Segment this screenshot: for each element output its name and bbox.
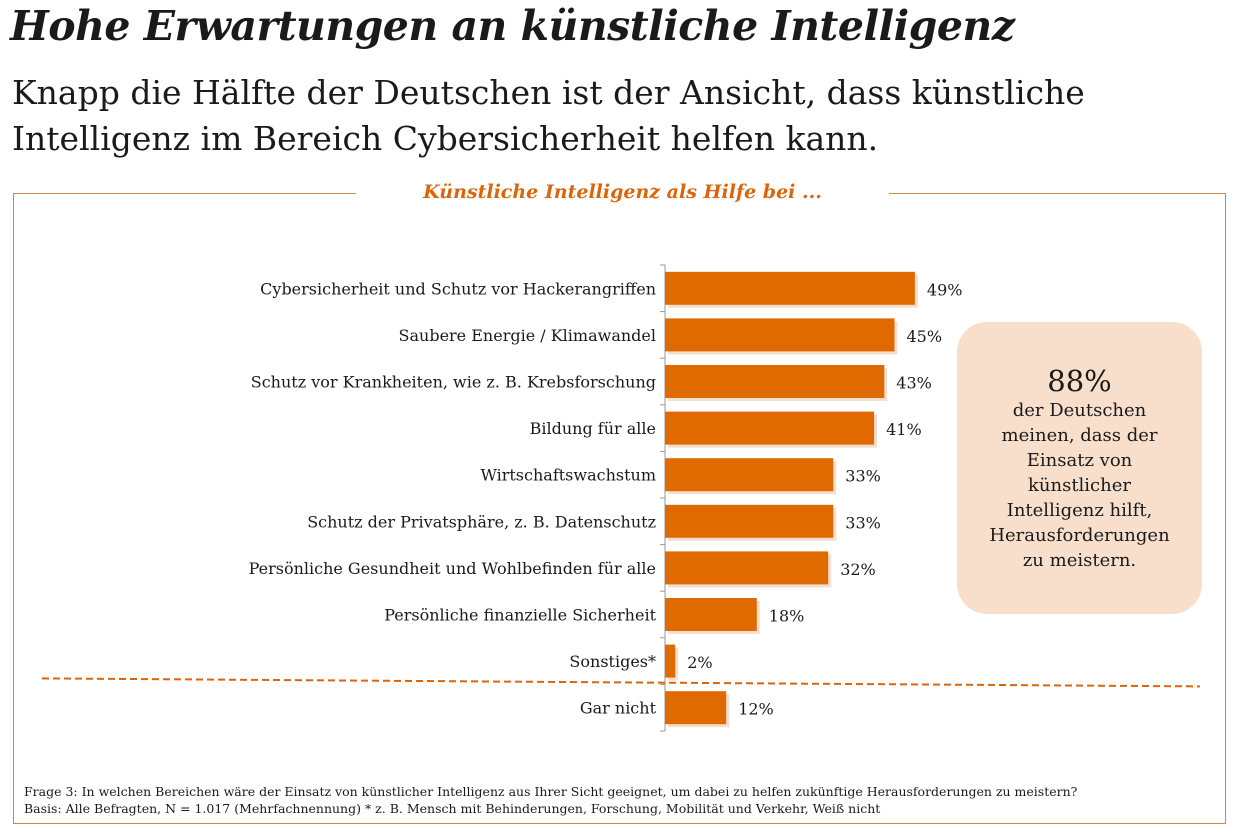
chart-frame — [13, 193, 1226, 824]
bar — [665, 318, 895, 352]
separator-line — [41, 677, 1201, 688]
category-label: Schutz vor Krankheiten, wie z. B. Krebsf… — [251, 373, 656, 392]
callout-value: 88% — [1047, 364, 1112, 398]
frame-top-left — [13, 193, 356, 194]
data-label: 49% — [927, 280, 963, 299]
category-label: Cybersicherheit und Schutz vor Hackerang… — [260, 279, 656, 298]
page-title: Hohe Erwartungen an künstliche Intellige… — [10, 2, 1015, 50]
page-subtitle: Knapp die Hälfte der Deutschen ist der A… — [12, 73, 1085, 158]
bar — [665, 644, 676, 678]
category-label: Persönliche Gesundheit und Wohlbefinden … — [249, 559, 656, 578]
bar — [665, 551, 829, 585]
data-label: 45% — [907, 327, 943, 346]
bar — [665, 504, 834, 538]
data-label: 33% — [845, 467, 881, 486]
category-label: Bildung für alle — [530, 419, 656, 438]
data-label: 32% — [840, 560, 876, 579]
data-label: 18% — [769, 607, 805, 626]
chart-title: Künstliche Intelligenz als Hilfe bei ... — [423, 181, 822, 203]
data-label: 2% — [687, 653, 712, 672]
data-label: 43% — [896, 374, 932, 393]
data-label: 41% — [886, 420, 922, 439]
data-label: 12% — [738, 700, 774, 719]
callout-text: der Deutschen meinen, dass der Einsatz v… — [989, 400, 1170, 571]
category-label: Wirtschaftswachstum — [480, 466, 656, 485]
footnote: Frage 3: In welchen Bereichen wäre der E… — [24, 783, 1077, 817]
callout-box: 88% der Deutschen meinen, dass der Einsa… — [957, 322, 1202, 614]
footnote-basis: Basis: Alle Befragten, N = 1.017 (Mehrfa… — [24, 801, 881, 816]
data-label: 33% — [845, 513, 881, 532]
bar — [665, 411, 875, 445]
category-label: Gar nicht — [580, 699, 657, 718]
category-label: Sonstiges* — [569, 652, 656, 671]
category-label: Schutz der Privatsphäre, z. B. Datenschu… — [307, 512, 656, 531]
bar — [665, 691, 727, 725]
footnote-question: Frage 3: In welchen Bereichen wäre der E… — [24, 784, 1078, 799]
category-label: Saubere Energie / Klimawandel — [399, 326, 656, 345]
bar — [665, 271, 915, 305]
bar — [665, 365, 885, 398]
frame-top-right — [889, 193, 1225, 194]
bar — [665, 598, 757, 631]
bar — [665, 458, 834, 492]
category-label: Persönliche finanzielle Sicherheit — [384, 606, 656, 625]
